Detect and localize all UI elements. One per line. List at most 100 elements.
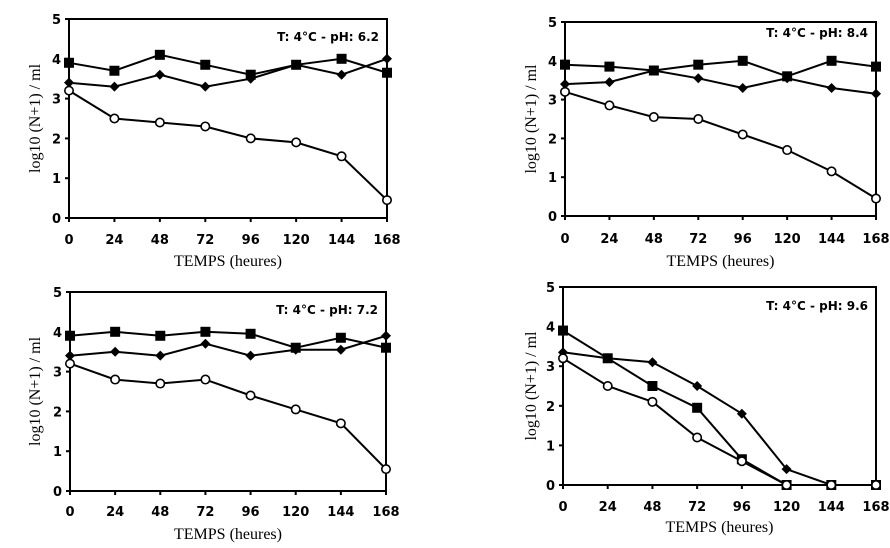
x-tick-label: 168 [862,232,889,247]
series-line-diamond [564,69,877,95]
data-point-circle [290,404,301,415]
y-axis-label: log10 (N+1) / ml [27,63,44,173]
y-tick-label: 5 [53,286,62,301]
data-point-diamond [382,53,392,64]
data-point-circle [870,193,881,204]
data-point-circle [291,137,302,148]
data-point-square [693,59,704,70]
data-point-square [871,61,881,72]
x-tick-label: 144 [328,233,355,248]
data-point-diamond [602,353,613,364]
series-line-square [68,53,388,76]
data-point-diamond [64,77,74,88]
data-point-circle [110,374,121,385]
data-point-square [558,325,568,336]
x-tick-label: 0 [558,500,567,515]
y-tick-label: 3 [548,94,557,109]
y-tick-label: 1 [546,439,555,454]
data-point-circle [381,195,392,206]
data-point-square [826,55,837,66]
data-point-circle [245,133,256,144]
data-point-square [155,330,166,341]
data-point-diamond [871,88,881,99]
x-tick-label: 0 [560,232,569,247]
x-tick-label: 48 [645,232,663,247]
x-tick-label: 0 [64,233,73,248]
y-axis-label: log10 (N+1) / ml [27,336,44,446]
data-point-diamond [155,350,166,361]
data-point-diamond [200,81,211,92]
x-tick-label: 168 [372,505,399,520]
data-point-diamond [647,357,658,368]
y-tick-label: 2 [52,132,61,147]
plot-frame [68,18,388,219]
data-point-diamond [154,69,165,80]
y-tick-label: 5 [546,281,555,296]
y-tick-label: 4 [548,55,557,70]
y-tick-label: 1 [53,445,62,460]
x-tick-label: 96 [242,233,260,248]
data-point-circle [781,479,792,490]
data-point-circle [154,117,165,128]
data-point-square [200,59,211,70]
x-tick-label: 120 [282,505,309,520]
data-point-circle [737,129,748,140]
data-point-diamond [782,73,793,84]
data-point-circle [602,380,613,391]
data-point-square [336,53,347,64]
data-point-diamond [291,59,302,70]
data-point-square [737,55,748,66]
data-point-diamond [200,338,211,349]
x-tick-label: 72 [688,500,706,515]
chart-panel-3: 0 1 2 3 4 5 0 24 48 72 96 120 144 168 TEMPS (heures) lo… [523,281,890,536]
data-point-circle [736,456,747,467]
x-tick-label: 168 [373,233,400,248]
x-tick-label: 96 [734,232,752,247]
x-axis-label: TEMPS (heures) [174,526,282,543]
y-tick-label: 1 [548,171,557,186]
data-point-diamond [692,381,703,391]
condition-label: T: 4°C - pH: 7.2 [276,303,378,317]
data-point-diamond [65,350,75,361]
x-tick-label: 144 [818,500,845,515]
y-tick-label: 4 [546,321,555,336]
x-tick-label: 120 [774,232,801,247]
x-tick-label: 72 [196,233,214,248]
data-point-circle [335,418,346,429]
data-point-square [381,342,391,353]
data-point-diamond [560,79,570,90]
data-point-circle [692,432,703,443]
data-point-diamond [693,73,704,84]
data-point-diamond [648,65,659,76]
data-point-square [200,326,211,337]
y-tick-label: 3 [52,93,61,108]
data-point-circle [647,396,658,407]
data-point-circle [336,151,347,162]
data-point-circle [200,374,211,385]
data-point-circle [870,479,881,490]
data-point-circle [693,114,704,125]
data-point-circle [826,479,837,490]
data-point-diamond [335,344,346,355]
series-line-diamond [69,334,387,357]
data-point-circle [200,121,211,132]
series-line-diamond [68,57,388,88]
y-tick-label: 5 [52,13,61,28]
y-tick-label: 3 [546,360,555,375]
x-axis-label: TEMPS (heures) [666,519,774,536]
x-tick-label: 144 [327,505,354,520]
data-point-circle [648,112,659,123]
data-point-circle [782,145,793,156]
data-point-circle [155,378,166,389]
plot-frame [564,21,877,217]
x-tick-label: 48 [643,500,661,515]
y-tick-label: 0 [53,485,62,500]
x-tick-label: 0 [65,505,74,520]
data-point-diamond [604,77,615,88]
series-line-open-circle [69,362,387,470]
data-point-square [604,61,615,72]
data-point-circle [65,358,76,369]
series-line-open-circle [564,90,877,200]
y-tick-label: 3 [53,366,62,381]
